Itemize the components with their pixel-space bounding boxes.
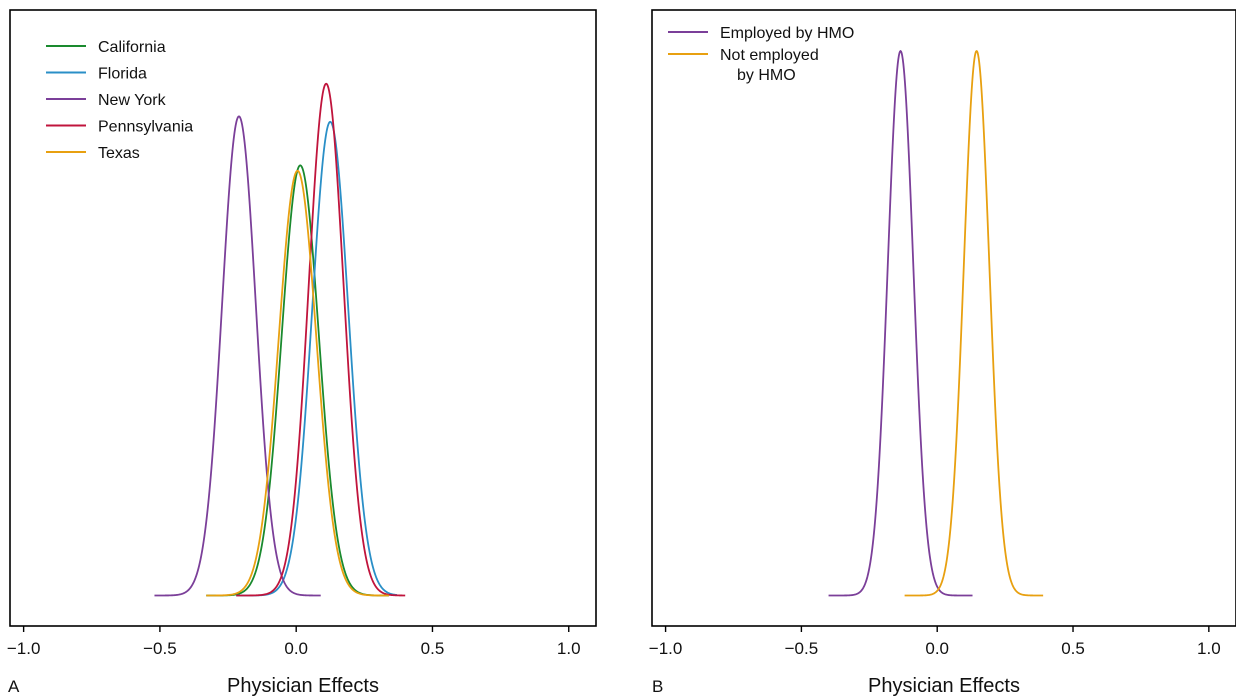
legend-label: Pennsylvania [98, 119, 193, 136]
panel-a: −1.0 −0.5 0.0 0.5 1.0 Physician Effects A Calif… [7, 9, 597, 697]
legend-label: by HMO [737, 67, 796, 84]
legend-label: Texas [98, 145, 140, 162]
panel-letter: A [8, 677, 20, 696]
legend-label: Employed by HMO [720, 25, 854, 42]
x-tick-label: −0.5 [143, 639, 177, 658]
density-curve-not-employed-by-hmo [904, 50, 1044, 597]
x-tick-label: 0.5 [1061, 639, 1085, 658]
x-tick-label: 0.0 [925, 639, 949, 658]
density-curve-pennsylvania [235, 82, 406, 597]
density-curve-employed-by-hmo [828, 50, 973, 597]
panel-letter: B [652, 677, 663, 696]
plot-frame [651, 9, 1236, 627]
x-tick-label: −1.0 [7, 639, 41, 658]
density-curve-texas [206, 169, 390, 597]
x-tick-label: 1.0 [557, 639, 581, 658]
density-curve-new-york [154, 115, 321, 597]
legend-label: California [98, 39, 166, 56]
legend-label: Not employed [720, 47, 819, 64]
x-tick-label: 1.0 [1197, 639, 1221, 658]
legend-label: New York [98, 92, 167, 109]
x-tick-label: −1.0 [649, 639, 683, 658]
x-axis-title: Physician Effects [227, 675, 379, 697]
x-tick-label: 0.0 [284, 639, 308, 658]
legend-label: Florida [98, 66, 147, 83]
x-tick-label: −0.5 [785, 639, 819, 658]
plot-frame [9, 9, 597, 627]
density-curve-florida [235, 120, 398, 597]
x-tick-label: 0.5 [421, 639, 445, 658]
x-axis-title: Physician Effects [868, 675, 1020, 697]
panel-b: −1.0 −0.5 0.0 0.5 1.0 Physician Effects B Emplo… [649, 9, 1236, 697]
